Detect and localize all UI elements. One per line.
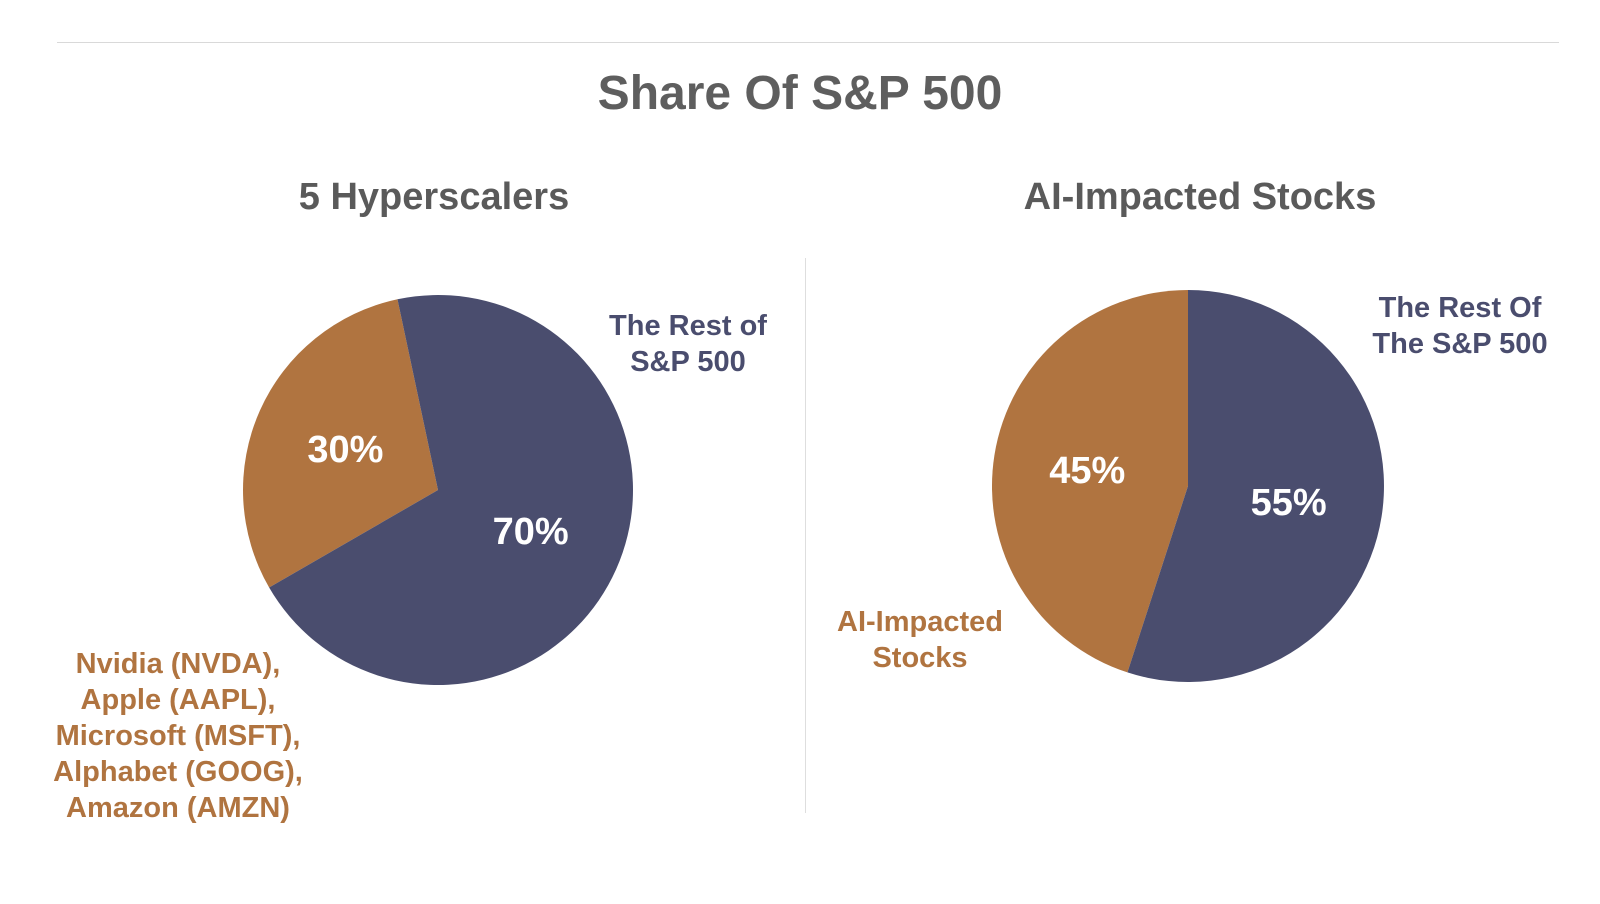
label-line: The S&P 500 [1372, 328, 1548, 360]
label-rest-of-the-sp500: The Rest Of The S&P 500 [1350, 290, 1570, 362]
chart-divider [805, 258, 806, 813]
pie-slice-hyperscalers [243, 299, 438, 588]
pie-slice-ai-impacted [991, 290, 1188, 673]
label-line: The Rest Of [1378, 292, 1542, 324]
label-line: Stocks [872, 642, 968, 674]
pie-chart-hyperscalers: 30% 70% [243, 294, 634, 685]
label-ai-impacted-stocks: AI-Impacted Stocks [820, 604, 1020, 676]
chart-2-title: AI-Impacted Stocks [1023, 176, 1377, 218]
pie-slice-ai-impacted-value: 45% [1049, 450, 1125, 492]
pie-slice-hyperscalers-value: 30% [307, 429, 383, 471]
pie-slice-rest-of-sp500 [269, 294, 634, 685]
label-line: Microsoft (MSFT), [55, 720, 301, 752]
label-line: Apple (AAPL), [80, 684, 276, 716]
pie-slice-rest-of-the-sp500-value: 55% [1251, 482, 1327, 524]
top-rule [57, 42, 1559, 43]
label-line: Nvidia (NVDA), [75, 648, 281, 680]
pie-chart-ai-impacted: 45% 55% [991, 290, 1384, 682]
label-hyperscalers: Nvidia (NVDA), Apple (AAPL), Microsoft (… [28, 646, 328, 826]
chart-1-title: 5 Hyperscalers [298, 176, 570, 218]
label-line: Amazon (AMZN) [66, 792, 290, 824]
label-line: Alphabet (GOOG), [53, 756, 303, 788]
pie-slice-rest-of-sp500-value: 70% [493, 511, 569, 553]
label-rest-of-sp500: The Rest of S&P 500 [588, 308, 788, 380]
label-line: AI-Impacted [837, 606, 1003, 638]
label-line: The Rest of [609, 310, 767, 342]
chart-main-title: Share Of S&P 500 [597, 67, 1003, 120]
label-line: S&P 500 [630, 346, 746, 378]
pie-slice-rest-of-the-sp500 [1127, 290, 1384, 682]
